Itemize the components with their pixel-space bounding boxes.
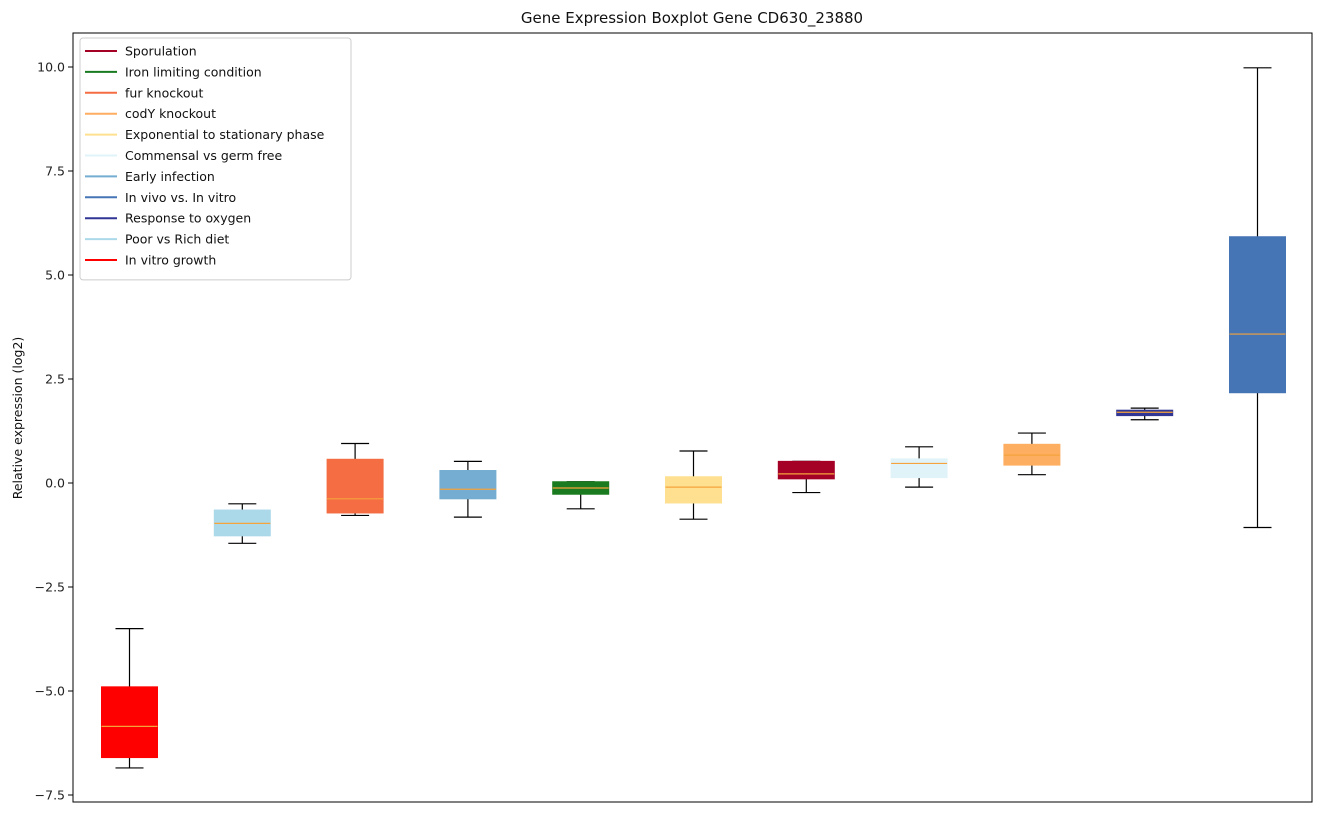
legend-label: Exponential to stationary phase — [125, 127, 325, 142]
legend-label: fur knockout — [125, 85, 203, 100]
legend-label: Early infection — [125, 169, 215, 184]
legend-item: Response to oxygen — [85, 211, 251, 226]
box-iqr — [1116, 409, 1174, 417]
box-4 — [439, 460, 497, 518]
legend-label: Response to oxygen — [125, 211, 251, 226]
legend-label: In vivo vs. In vitro — [125, 190, 236, 205]
box-7 — [777, 460, 835, 494]
legend-item: Iron limiting condition — [85, 64, 262, 79]
y-tick-label: 5.0 — [45, 268, 65, 283]
box-2 — [213, 503, 271, 544]
legend-label: Iron limiting condition — [125, 64, 262, 79]
box-iqr — [1229, 236, 1286, 394]
box-iqr — [777, 460, 835, 480]
box-3 — [326, 442, 384, 517]
box-10 — [1116, 407, 1174, 421]
legend-item: Early infection — [85, 169, 215, 184]
y-axis: −7.5 −5.0 −2.5 0.0 2.5 5.0 7.5 10.0 — [35, 60, 73, 803]
legend-item: Exponential to stationary phase — [85, 127, 325, 142]
legend-label: Commensal vs germ free — [125, 148, 282, 163]
plot-frame — [72, 32, 1313, 803]
y-tick-label: 7.5 — [45, 164, 65, 179]
box-iqr — [326, 458, 384, 514]
y-axis-label: Relative expression (log2) — [10, 337, 25, 500]
box-1 — [101, 627, 158, 769]
legend: Sporulation Iron limiting condition fur kn… — [79, 37, 352, 281]
box-iqr — [890, 458, 948, 479]
legend-item: Sporulation — [85, 44, 197, 59]
legend-item: In vitro growth — [85, 253, 216, 268]
chart-title: Gene Expression Boxplot Gene CD630_23880 — [521, 9, 863, 28]
y-tick-label: 10.0 — [37, 60, 65, 75]
legend-item: Commensal vs germ free — [85, 148, 282, 163]
legend-frame — [79, 37, 352, 281]
legend-item: fur knockout — [85, 85, 203, 100]
y-tick-label: 0.0 — [45, 476, 65, 491]
y-tick-label: 2.5 — [45, 372, 65, 387]
y-tick-label: −5.0 — [35, 684, 65, 699]
box-iqr — [665, 476, 722, 504]
box-5 — [552, 481, 610, 510]
plot-area — [101, 67, 1286, 769]
legend-item: codY knockout — [85, 106, 216, 121]
box-6 — [665, 450, 722, 520]
legend-item: Poor vs Rich diet — [85, 232, 229, 247]
legend-label: Sporulation — [125, 44, 197, 59]
y-tick-label: −2.5 — [35, 580, 65, 595]
legend-label: Poor vs Rich diet — [125, 232, 229, 247]
box-8 — [890, 446, 948, 488]
legend-label: codY knockout — [125, 106, 216, 121]
legend-item: In vivo vs. In vitro — [85, 190, 236, 205]
box-iqr — [101, 686, 158, 759]
legend-label: In vitro growth — [125, 253, 216, 268]
box-11 — [1229, 67, 1286, 529]
box-9 — [1003, 432, 1061, 476]
box-iqr — [439, 470, 497, 500]
y-tick-label: −7.5 — [35, 788, 65, 803]
